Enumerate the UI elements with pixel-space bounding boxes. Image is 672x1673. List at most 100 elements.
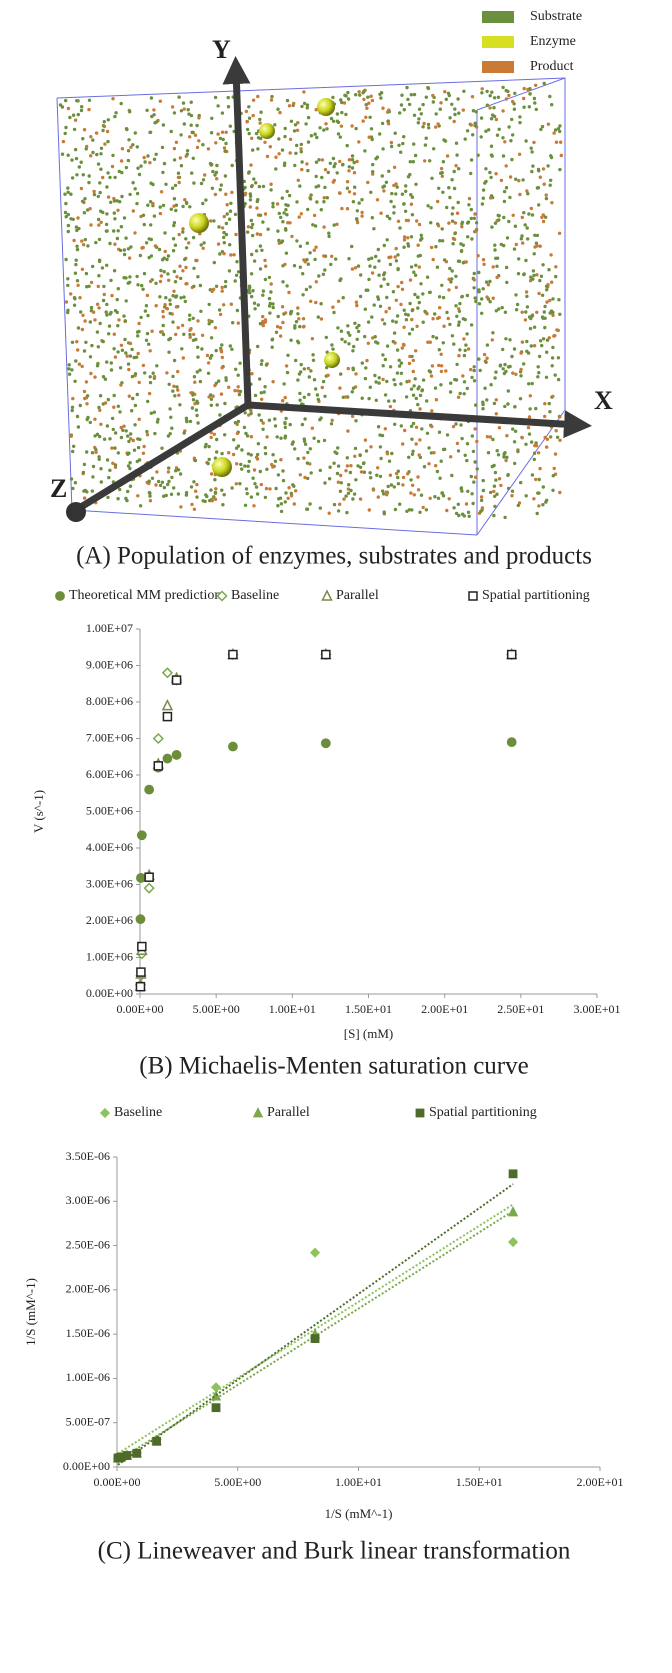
point <box>136 830 147 841</box>
y-tick-label: 1.00E-06 <box>66 1370 110 1384</box>
particle <box>532 96 537 101</box>
particle <box>541 167 546 171</box>
particle <box>509 139 513 143</box>
particle <box>450 334 455 338</box>
particle <box>242 425 247 430</box>
particle <box>293 163 297 168</box>
particle <box>268 487 272 491</box>
particle <box>453 231 457 236</box>
particle <box>389 483 394 487</box>
particle <box>497 127 501 131</box>
point <box>136 967 146 977</box>
particle <box>64 201 68 206</box>
particle <box>392 165 397 169</box>
particle <box>344 395 348 399</box>
particle <box>210 319 214 324</box>
particle <box>376 425 381 429</box>
particle <box>255 232 259 236</box>
particle <box>394 471 399 476</box>
particle <box>410 437 414 441</box>
particle <box>136 494 140 498</box>
particle <box>126 452 130 456</box>
legend-swatch <box>482 11 514 23</box>
particle <box>444 97 448 102</box>
particle <box>154 152 158 156</box>
particle <box>139 164 143 168</box>
particle <box>255 206 259 210</box>
particle <box>545 498 549 502</box>
particle <box>434 464 438 468</box>
particle <box>497 218 501 222</box>
particle <box>210 499 214 503</box>
particle <box>224 378 228 382</box>
particle <box>302 439 307 443</box>
particle <box>228 344 232 348</box>
particle <box>522 105 526 109</box>
particle <box>324 122 328 126</box>
particle <box>200 333 205 337</box>
particle <box>146 154 150 158</box>
y-axis-title: 1/S (mM^-1) <box>23 1278 38 1346</box>
particle <box>424 508 429 512</box>
particle <box>183 257 187 262</box>
particle <box>184 265 188 270</box>
particle <box>190 406 195 410</box>
particle <box>553 333 557 338</box>
particle <box>80 267 85 271</box>
particle <box>366 95 370 99</box>
particle <box>346 366 350 371</box>
particle <box>173 394 177 398</box>
particle <box>263 446 267 450</box>
particle <box>549 178 553 182</box>
particle <box>93 417 97 421</box>
particle <box>270 338 274 342</box>
particle <box>168 302 172 306</box>
particle <box>128 110 132 114</box>
point <box>137 941 147 952</box>
particle <box>506 486 511 491</box>
particle <box>438 107 442 111</box>
point <box>132 1448 142 1458</box>
particle <box>450 269 454 273</box>
particle <box>530 381 534 386</box>
particle <box>469 207 473 212</box>
particle <box>381 489 385 493</box>
particle <box>219 350 224 354</box>
particle <box>354 372 358 376</box>
particle <box>514 308 519 312</box>
particle <box>294 358 298 363</box>
particle <box>128 466 132 471</box>
particle <box>95 432 100 436</box>
particle <box>312 436 316 440</box>
particle <box>74 258 78 262</box>
particle <box>151 371 155 375</box>
particle <box>393 255 397 259</box>
particle <box>224 232 229 237</box>
particle <box>96 194 101 199</box>
particle <box>534 441 538 445</box>
particle <box>159 274 164 278</box>
particle <box>350 124 354 128</box>
particle <box>246 464 250 468</box>
particle <box>395 314 400 318</box>
particle <box>343 93 347 98</box>
particle <box>71 486 75 491</box>
y-tick-label: 0.00E+00 <box>63 1459 110 1473</box>
particle <box>187 318 192 322</box>
particle <box>105 360 109 364</box>
particle <box>398 111 402 115</box>
particle <box>149 254 154 258</box>
particle <box>256 344 260 349</box>
particle <box>379 284 383 288</box>
particle <box>459 423 463 427</box>
particle <box>548 94 552 99</box>
particle <box>118 200 122 204</box>
particle <box>494 478 498 482</box>
particle <box>458 348 462 352</box>
particle <box>93 318 97 322</box>
particle <box>192 375 197 379</box>
particle <box>388 216 392 221</box>
particle <box>179 164 184 168</box>
legend-label: Spatial partitioning <box>482 588 590 603</box>
particle <box>538 244 542 248</box>
